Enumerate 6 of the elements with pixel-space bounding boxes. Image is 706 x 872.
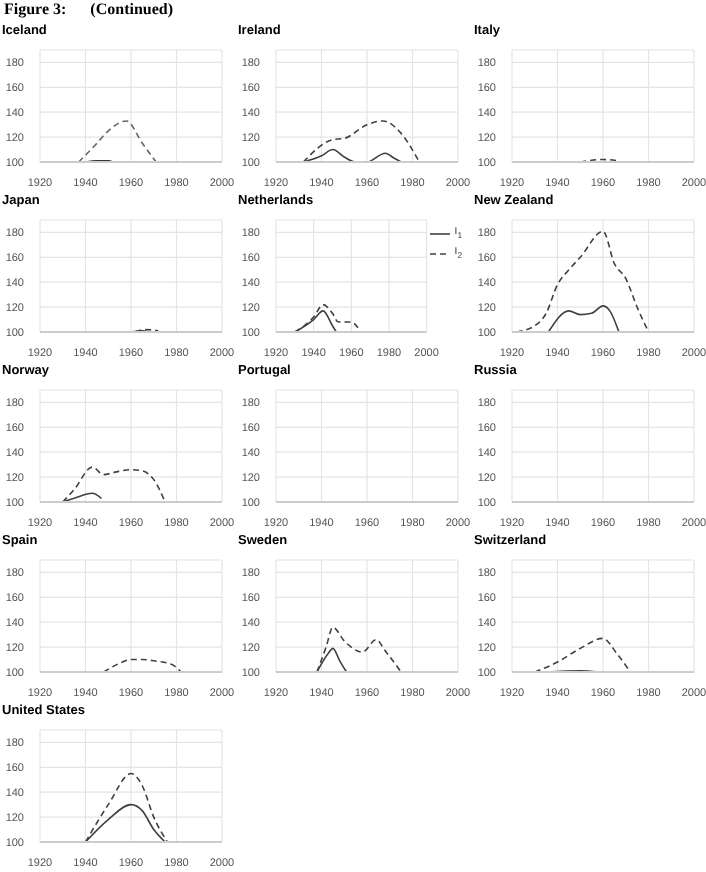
line-series bbox=[77, 120, 157, 162]
caption: Figure 3: (Continued) bbox=[2, 0, 176, 22]
line-series bbox=[102, 658, 182, 672]
line-series bbox=[533, 637, 632, 672]
line-series bbox=[515, 230, 650, 332]
line-series bbox=[547, 305, 620, 332]
